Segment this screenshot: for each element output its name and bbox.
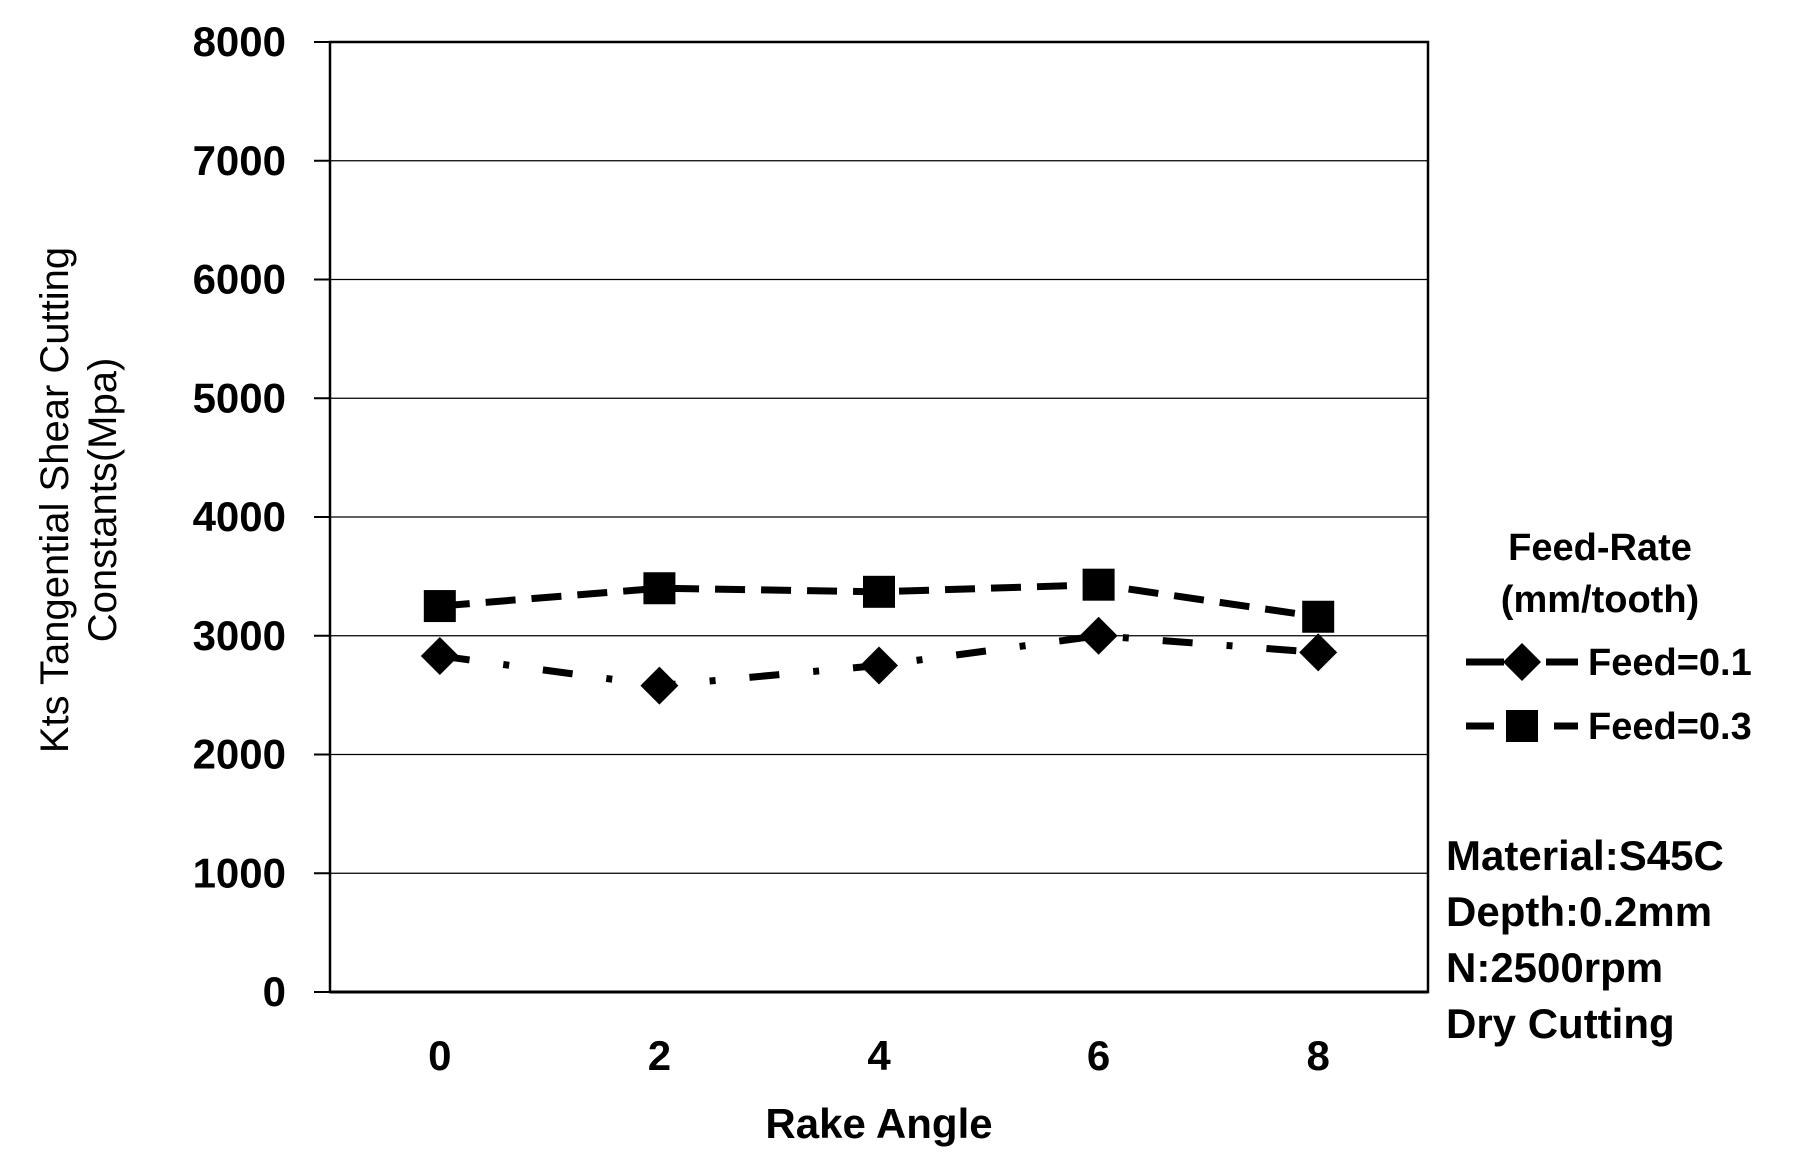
y-tick-label: 2000 bbox=[193, 731, 286, 778]
y-tick-label: 3000 bbox=[193, 612, 286, 659]
note-line: Material:S45C bbox=[1446, 832, 1724, 879]
note-line: Depth:0.2mm bbox=[1446, 888, 1712, 935]
y-tick-label: 5000 bbox=[193, 374, 286, 421]
data-point bbox=[863, 575, 895, 608]
y-tick-label: 7000 bbox=[193, 137, 286, 184]
legend-item: Feed=0.1 bbox=[1466, 642, 1752, 684]
legend: Feed-Rate (mm/tooth) Feed=0.1 Feed=0.3 bbox=[1466, 527, 1752, 748]
x-tick-label: 0 bbox=[428, 1032, 451, 1079]
y-tick-label: 8000 bbox=[193, 18, 286, 65]
legend-item: Feed=0.3 bbox=[1466, 706, 1752, 748]
x-axis: 0 2 4 6 8 bbox=[428, 1032, 1330, 1079]
data-point bbox=[1302, 600, 1335, 633]
data-point bbox=[860, 646, 898, 685]
legend-title-line2: (mm/tooth) bbox=[1501, 579, 1699, 621]
data-point bbox=[423, 590, 456, 623]
legend-label: Feed=0.3 bbox=[1588, 706, 1752, 748]
data-point bbox=[643, 572, 676, 605]
legend-marker bbox=[1506, 710, 1538, 742]
x-tick-label: 6 bbox=[1087, 1032, 1110, 1079]
legend-label: Feed=0.1 bbox=[1588, 642, 1752, 684]
annotation-notes: Material:S45C Depth:0.2mm N:2500rpm Dry Cut… bbox=[1446, 832, 1724, 1047]
data-point bbox=[1082, 568, 1115, 601]
series-group bbox=[420, 568, 1338, 705]
legend-marker bbox=[1503, 643, 1541, 681]
y-tick-label: 6000 bbox=[193, 256, 286, 303]
y-axis: 0 1000 2000 3000 4000 5000 6000 7000 8000 bbox=[193, 18, 1428, 1015]
y-axis-title-line2: Constants(Mpa) bbox=[81, 358, 125, 643]
y-tick-label: 1000 bbox=[193, 849, 286, 896]
series-Feed=0.3 bbox=[423, 568, 1335, 633]
legend-title-line1: Feed-Rate bbox=[1508, 527, 1692, 569]
data-point bbox=[640, 666, 679, 705]
data-point bbox=[1299, 633, 1338, 672]
data-point bbox=[420, 636, 459, 675]
gridlines bbox=[330, 160, 1428, 874]
x-tick-label: 8 bbox=[1307, 1032, 1330, 1079]
x-axis-title: Rake Angle bbox=[765, 1100, 992, 1147]
note-line: N:2500rpm bbox=[1446, 944, 1663, 991]
x-tick-label: 2 bbox=[648, 1032, 671, 1079]
y-axis-title-line1: Kts Tangential Shear Cutting bbox=[33, 247, 77, 753]
series-Feed=0.1 bbox=[420, 616, 1338, 705]
x-tick-label: 4 bbox=[867, 1032, 891, 1079]
note-line: Dry Cutting bbox=[1446, 1000, 1675, 1047]
data-point bbox=[1079, 616, 1118, 655]
y-tick-label: 4000 bbox=[193, 493, 286, 540]
y-tick-label: 0 bbox=[263, 968, 286, 1015]
